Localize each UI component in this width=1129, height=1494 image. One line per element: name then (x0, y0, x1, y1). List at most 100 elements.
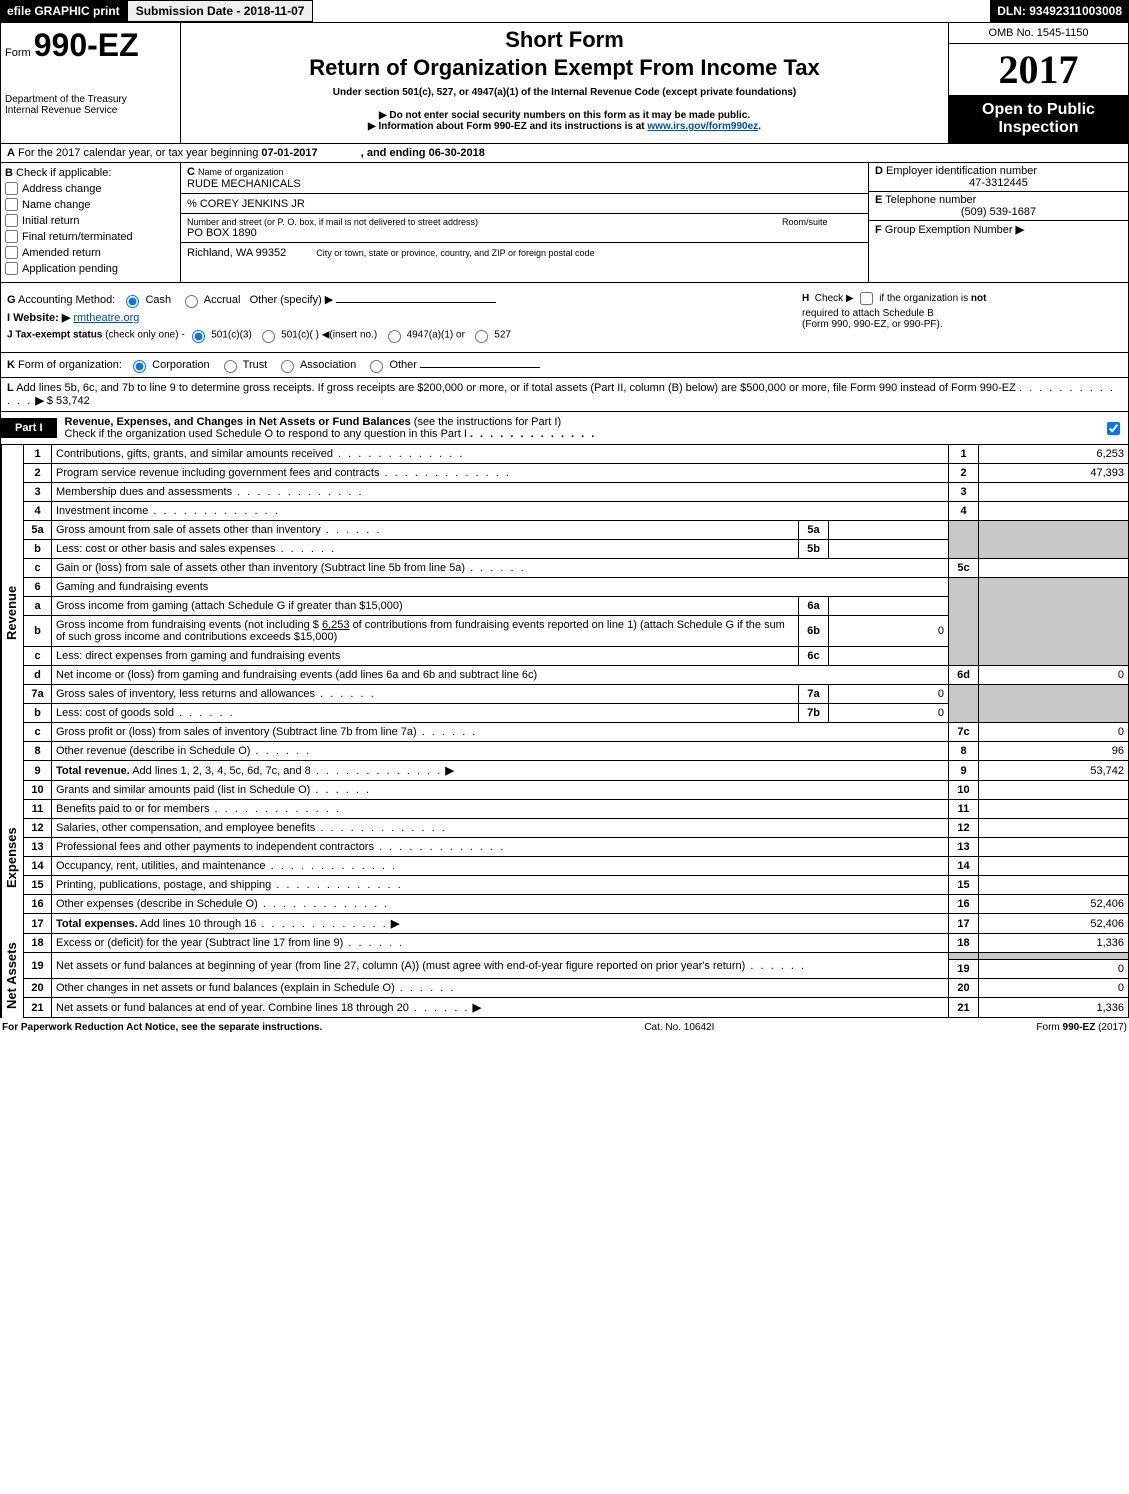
cb-schedule-o[interactable] (1107, 422, 1120, 435)
ln20-ln: 20 (949, 979, 979, 998)
ln21-amt: 1,336 (979, 998, 1129, 1018)
cb-h[interactable] (860, 292, 873, 305)
ln13-d: Professional fees and other payments to … (56, 841, 374, 853)
open-to-public: Open to Public Inspection (949, 95, 1128, 143)
k-other-input[interactable] (420, 367, 540, 368)
ln6-d: Gaming and fundraising events (52, 578, 949, 597)
ln1-ln: 1 (949, 445, 979, 464)
ln19-d: Net assets or fund balances at beginning… (56, 960, 745, 972)
ln17-ln: 17 (949, 914, 979, 934)
dots (266, 860, 397, 872)
l-text: Add lines 5b, 6c, and 7b to line 9 to de… (16, 382, 1016, 394)
ln17-amt: 52,406 (979, 914, 1129, 934)
ln8-ln: 8 (949, 742, 979, 761)
h-l2: required to attach Schedule B (802, 308, 934, 319)
k-0: Corporation (152, 359, 209, 371)
arrow-icon: ▶ (391, 918, 399, 930)
radio-501c[interactable] (262, 330, 275, 343)
j-3: 527 (494, 330, 511, 341)
subtitle: Under section 501(c), 527, or 4947(a)(1)… (189, 87, 940, 98)
radio-cash[interactable] (126, 295, 139, 308)
shade (979, 685, 1129, 723)
col-b-checkboxes: B Check if applicable: Address change Na… (1, 163, 181, 282)
ln3-n: 3 (24, 483, 52, 502)
page-footer: For Paperwork Reduction Act Notice, see … (0, 1018, 1129, 1037)
radio-accrual[interactable] (185, 295, 198, 308)
ln1-n: 1 (24, 445, 52, 464)
label-k: K (7, 359, 15, 371)
radio-501c3[interactable] (192, 330, 205, 343)
cb-label-0: Address change (22, 183, 102, 195)
radio-other[interactable] (370, 360, 383, 373)
radio-4947[interactable] (388, 330, 401, 343)
ln7a-n: 7a (24, 685, 52, 704)
ln2-ln: 2 (949, 464, 979, 483)
ln3-d: Membership dues and assessments (56, 486, 232, 498)
header-mid: Short Form Return of Organization Exempt… (181, 23, 948, 143)
footer-mid: Cat. No. 10642I (644, 1022, 714, 1033)
cb-label-1: Name change (22, 199, 91, 211)
ln6b-pre: Gross income from fundraising events (no… (56, 619, 322, 631)
cb-initial-return[interactable] (5, 214, 18, 227)
cb-amended[interactable] (5, 246, 18, 259)
footer-left: For Paperwork Reduction Act Notice, see … (2, 1022, 322, 1033)
radio-assoc[interactable] (281, 360, 294, 373)
label-h: H (802, 293, 809, 304)
row-l: L Add lines 5b, 6c, and 7b to line 9 to … (0, 378, 1129, 412)
dots (333, 448, 464, 460)
ln3-amt (979, 483, 1129, 502)
website-link[interactable]: rmtheatre.org (73, 312, 139, 324)
netassets-table: 18Excess or (deficit) for the year (Subt… (23, 934, 1129, 1018)
ln6a-sv (829, 597, 949, 616)
label-j: J (7, 330, 13, 341)
ln6-n: 6 (24, 578, 52, 597)
ln4-amt (979, 502, 1129, 521)
expenses-side-label: Expenses (1, 781, 23, 934)
dots (311, 765, 442, 777)
ln5c-amt (979, 559, 1129, 578)
ln3-ln: 3 (949, 483, 979, 502)
cb-name-change[interactable] (5, 198, 18, 211)
ln9-n: 9 (24, 761, 52, 781)
ln15-d: Printing, publications, postage, and shi… (56, 879, 271, 891)
label-i: I (7, 312, 10, 324)
dots (256, 918, 387, 930)
ln4-ln: 4 (949, 502, 979, 521)
ln10-d: Grants and similar amounts paid (list in… (56, 784, 310, 796)
ln7c-amt: 0 (979, 723, 1129, 742)
cb-final-return[interactable] (5, 230, 18, 243)
ln18-amt: 1,336 (979, 934, 1129, 953)
ln10-amt (979, 781, 1129, 800)
ln7b-sv: 0 (829, 704, 949, 723)
arrow-icon: ▶ (445, 765, 453, 777)
ln14-amt (979, 857, 1129, 876)
j-1: 501(c)( ) ◀(insert no.) (281, 330, 377, 341)
ln6b-sv: 0 (829, 616, 949, 647)
radio-corp[interactable] (133, 360, 146, 373)
ln17-d: Total expenses. (56, 918, 138, 930)
ln9-amt: 53,742 (979, 761, 1129, 781)
p1-check-text: Check if the organization used Schedule … (65, 428, 467, 440)
j-note: (check only one) - (105, 330, 184, 341)
cb-address-change[interactable] (5, 182, 18, 195)
j-title: Tax-exempt status (15, 330, 102, 341)
street-label: Number and street (or P. O. box, if mail… (187, 217, 782, 227)
efile-print-button[interactable]: efile GRAPHIC print (0, 0, 127, 22)
ln1-d: Contributions, gifts, grants, and simila… (56, 448, 333, 460)
ln2-d: Program service revenue including govern… (56, 467, 379, 479)
ln19-ln: 19 (949, 960, 979, 979)
ln7b-sub: 7b (799, 704, 829, 723)
fr-post: (2017) (1095, 1022, 1127, 1033)
ln14-n: 14 (24, 857, 52, 876)
ln5a-sv (829, 521, 949, 540)
ln11-amt (979, 800, 1129, 819)
ln15-amt (979, 876, 1129, 895)
radio-trust[interactable] (224, 360, 237, 373)
cb-app-pending[interactable] (5, 262, 18, 275)
radio-527[interactable] (475, 330, 488, 343)
spacer (313, 0, 990, 22)
l-arrow: ▶ (35, 395, 43, 407)
ln9-d: Total revenue. (56, 765, 130, 777)
form990ez-link[interactable]: www.irs.gov/form990ez (647, 121, 758, 132)
g-other-input[interactable] (336, 302, 496, 303)
